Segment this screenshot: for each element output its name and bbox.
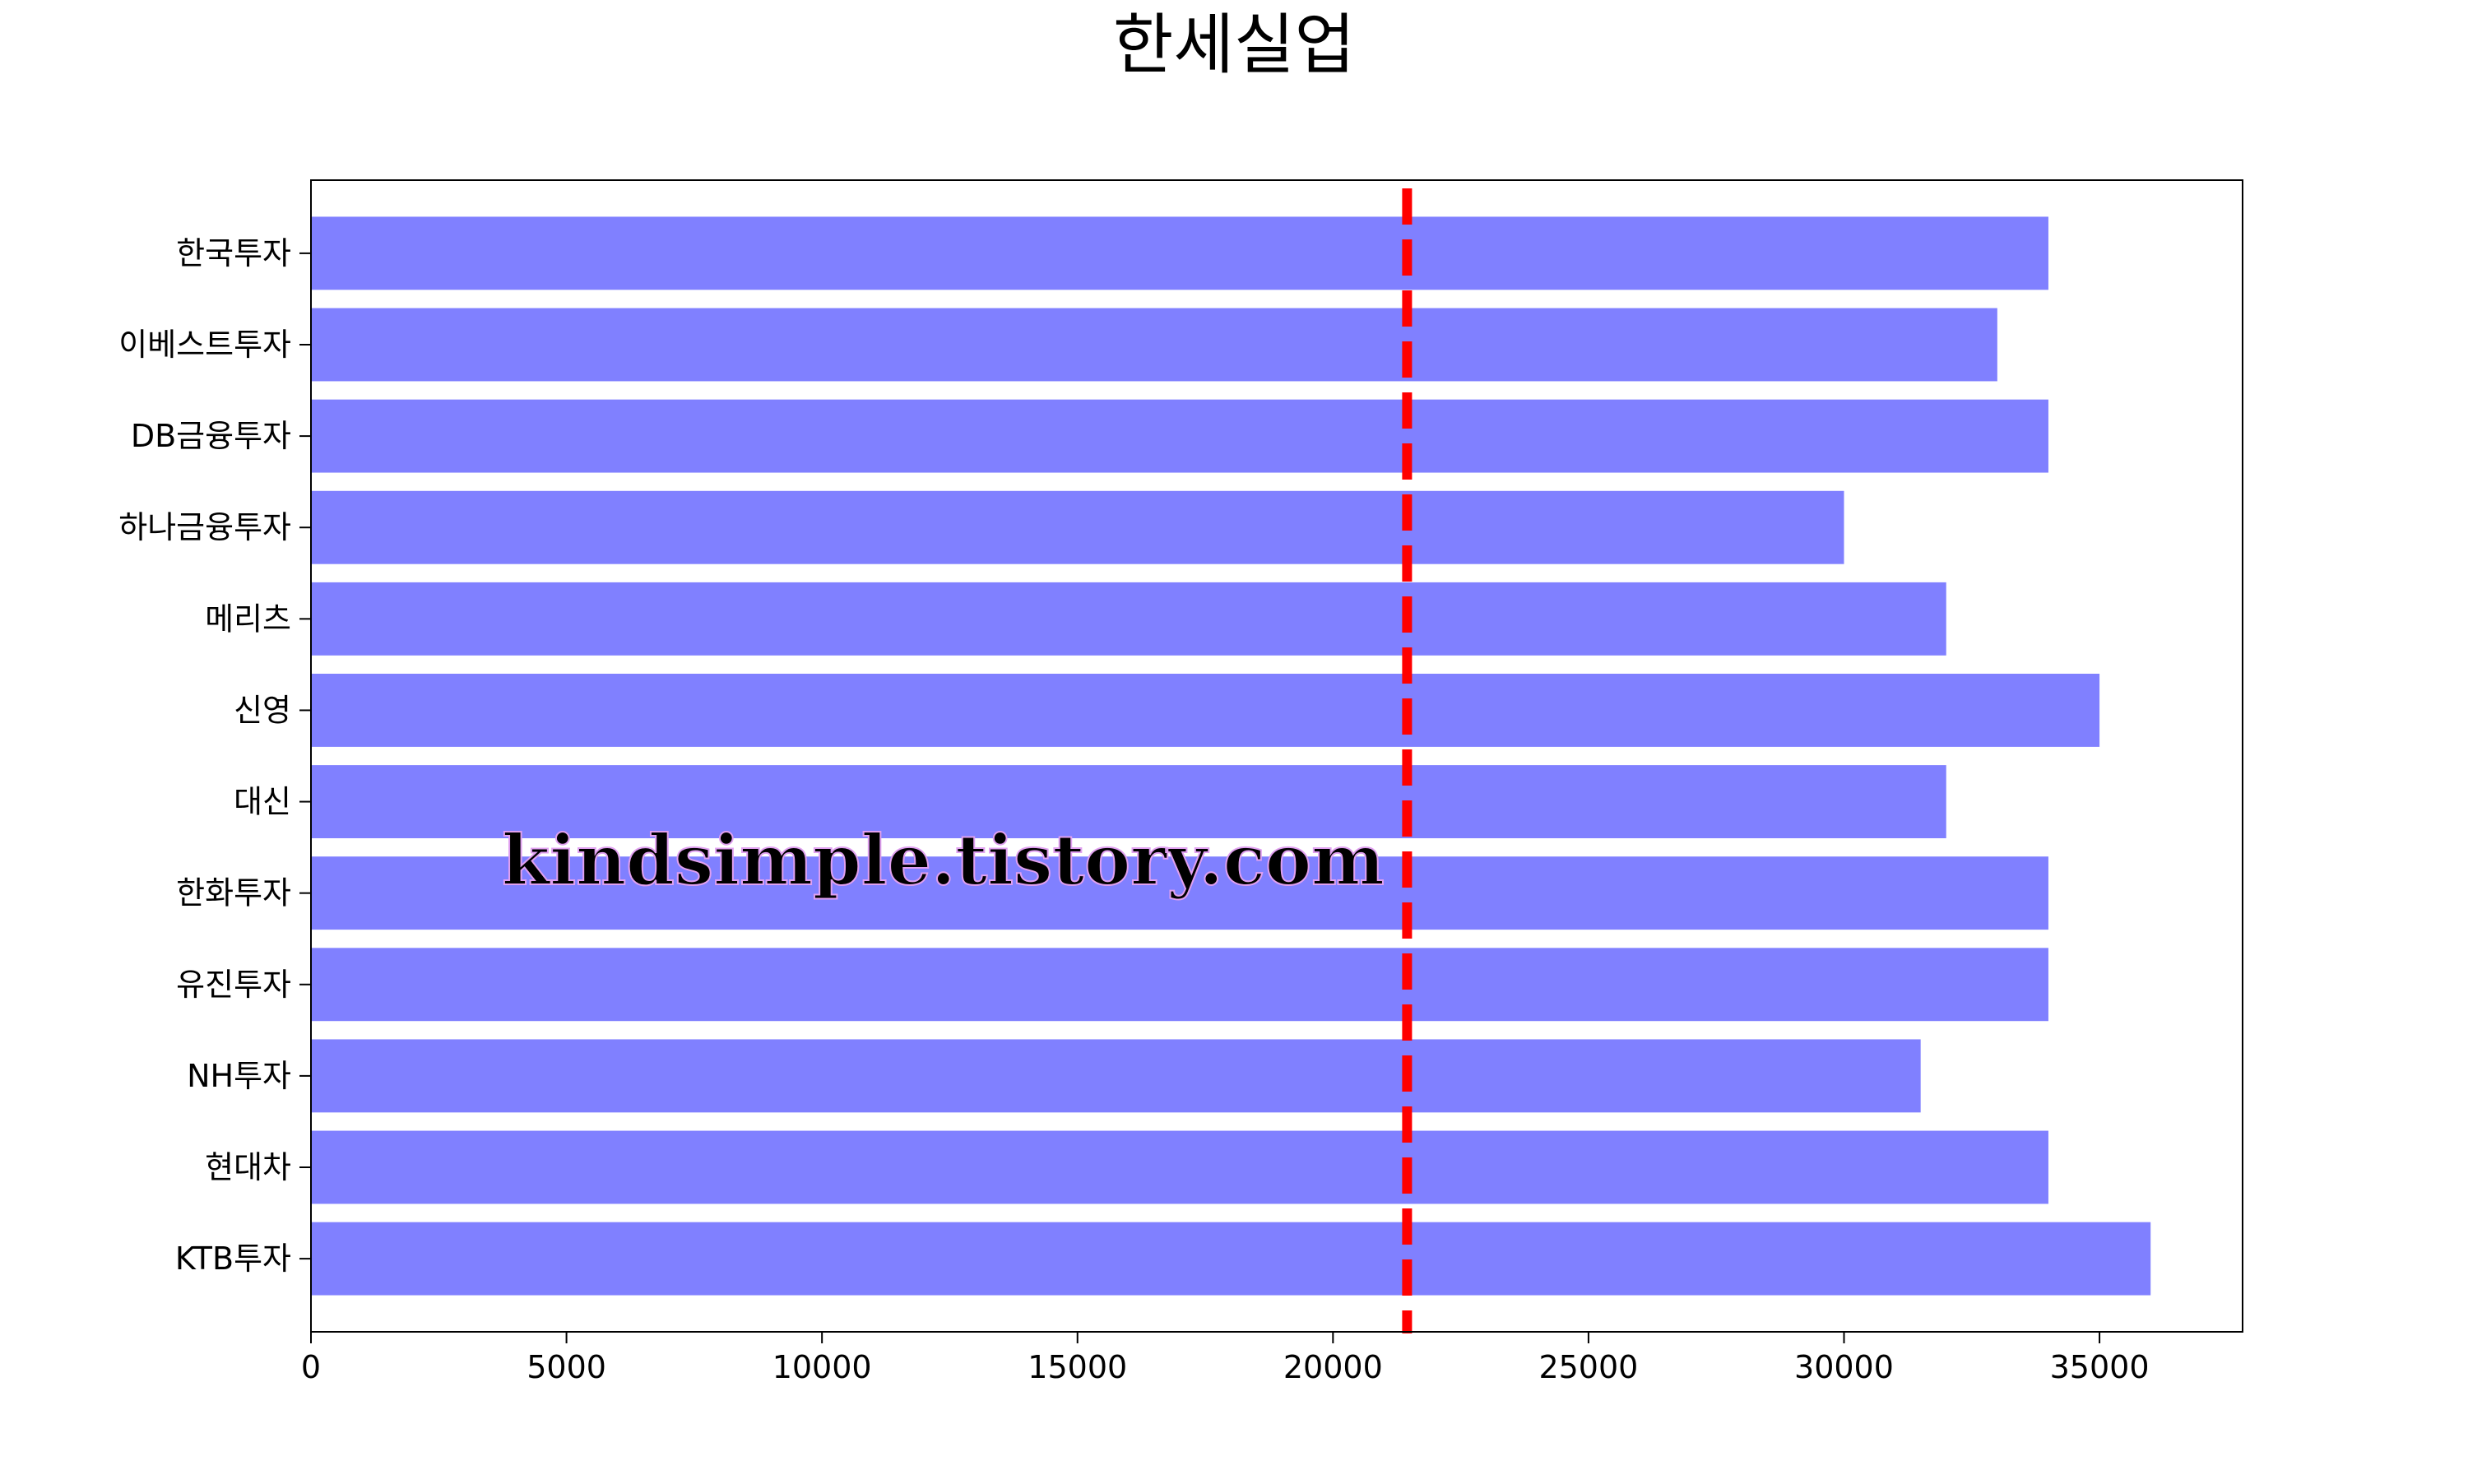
bar — [311, 1039, 1921, 1113]
bar — [311, 856, 2048, 930]
y-tick-label: 유진투자 — [176, 967, 291, 1003]
y-tick-label: KTB투자 — [175, 1241, 291, 1277]
bar — [311, 1130, 2048, 1204]
watermark-layer: kindsimple.tistory.com — [501, 819, 1385, 902]
plot-frame — [310, 179, 2243, 1333]
y-tick-label: 메리츠 — [205, 601, 291, 637]
y-tick-label: 이베스트투자 — [118, 327, 291, 363]
watermark-text: kindsimple.tistory.com — [502, 819, 1385, 901]
bar — [311, 216, 2048, 290]
x-tick-label: 0 — [301, 1349, 321, 1385]
y-tick-label: 현대차 — [205, 1149, 291, 1185]
y-tick-label: 한국투자 — [176, 235, 291, 271]
x-tick-label: 35000 — [2050, 1349, 2150, 1385]
y-tick-label: 한화투자 — [176, 875, 291, 911]
y-tick-label: 하나금융투자 — [118, 509, 291, 545]
y-tick-label: DB금융투자 — [131, 418, 291, 454]
x-tick-label: 5000 — [527, 1349, 606, 1385]
bar — [311, 490, 1844, 564]
bar — [311, 948, 2048, 1022]
bar — [311, 765, 1946, 838]
x-tick-label: 30000 — [1794, 1349, 1894, 1385]
bars-layer — [311, 216, 2151, 1296]
x-tick-label: 15000 — [1028, 1349, 1127, 1385]
y-tick-label: NH투자 — [187, 1058, 291, 1094]
bar — [311, 1222, 2151, 1296]
x-tick-label: 10000 — [772, 1349, 872, 1385]
bar — [311, 674, 2100, 747]
y-tick-label: 대신 — [234, 784, 291, 820]
bar — [311, 582, 1946, 656]
x-tick-label: 25000 — [1538, 1349, 1638, 1385]
bar — [311, 308, 1997, 382]
y-tick-label: 신영 — [234, 692, 291, 728]
bar — [311, 399, 2048, 473]
chart-title: 한세실업 — [1113, 7, 1355, 83]
x-tick-label: 20000 — [1283, 1349, 1383, 1385]
